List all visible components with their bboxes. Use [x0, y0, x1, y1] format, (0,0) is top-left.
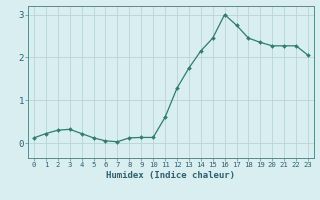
X-axis label: Humidex (Indice chaleur): Humidex (Indice chaleur)	[107, 171, 236, 180]
